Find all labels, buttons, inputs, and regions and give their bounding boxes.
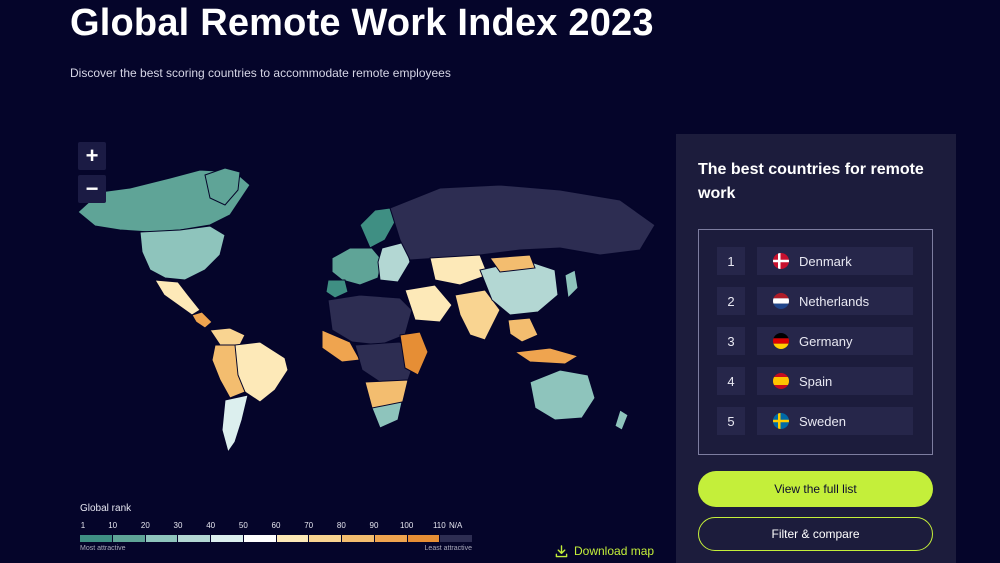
flag-sweden-icon xyxy=(773,413,789,429)
legend-swatch xyxy=(276,535,309,542)
legend-swatch xyxy=(309,535,341,542)
legend-tick: 80 xyxy=(336,521,346,530)
flag-spain-icon xyxy=(773,373,789,389)
legend-swatch xyxy=(178,535,210,542)
download-icon xyxy=(555,544,568,557)
legend-swatch xyxy=(80,535,112,542)
rank-country: Spain xyxy=(757,367,913,395)
map-region-peru-bolivia[interactable] xyxy=(211,344,246,399)
legend-swatch xyxy=(112,535,145,542)
country-name: Germany xyxy=(799,333,853,349)
ranking-row-germany[interactable]: 3 Germany xyxy=(717,327,915,355)
legend-tick: 100 xyxy=(399,521,414,530)
zoom-out-button[interactable]: − xyxy=(78,175,106,203)
page-title: Global Remote Work Index 2023 xyxy=(70,2,654,44)
map-region-greenland[interactable] xyxy=(204,167,241,206)
ranking-row-spain[interactable]: 4 Spain xyxy=(717,367,915,395)
legend-least-attractive: Least attractive xyxy=(424,545,472,552)
legend-tick: 50 xyxy=(238,521,248,530)
rank-country: Sweden xyxy=(757,407,913,435)
country-name: Sweden xyxy=(799,413,846,429)
country-name: Denmark xyxy=(799,253,852,269)
legend-tick: 90 xyxy=(369,521,379,530)
legend-swatch xyxy=(440,535,472,542)
rank-number: 3 xyxy=(717,327,745,355)
filter-compare-button[interactable]: Filter & compare xyxy=(698,517,933,551)
map-region-central-america[interactable] xyxy=(191,311,213,329)
legend-tick: 60 xyxy=(271,521,281,530)
flag-germany-icon xyxy=(773,333,789,349)
ranking-row-netherlands[interactable]: 2 Netherlands xyxy=(717,287,915,315)
rank-country: Germany xyxy=(757,327,913,355)
legend-tick: 40 xyxy=(206,521,216,530)
legend-most-attractive: Most attractive xyxy=(80,545,126,552)
legend-tick: 20 xyxy=(140,521,150,530)
rank-number: 4 xyxy=(717,367,745,395)
rank-number: 5 xyxy=(717,407,745,435)
map-region-mongolia[interactable] xyxy=(489,254,536,273)
legend-ends: Most attractive Least attractive xyxy=(80,545,480,555)
legend-tick: 70 xyxy=(304,521,314,530)
world-map[interactable] xyxy=(60,130,660,460)
legend-tick: 30 xyxy=(173,521,183,530)
legend-swatch xyxy=(407,535,440,542)
map-region-iberia[interactable] xyxy=(325,279,349,299)
map-region-east-africa[interactable] xyxy=(399,331,429,376)
country-name: Netherlands xyxy=(799,293,870,309)
map-region-argentina[interactable] xyxy=(221,394,249,454)
download-map-label: Download map xyxy=(574,544,655,558)
map-region-usa[interactable] xyxy=(139,225,226,281)
map-region-venezuela[interactable] xyxy=(209,327,246,346)
map-region-southeast-asia[interactable] xyxy=(507,317,539,343)
map-region-central-asia[interactable] xyxy=(429,254,489,286)
legend-swatch xyxy=(243,535,276,542)
country-name: Spain xyxy=(799,373,833,389)
map-region-west-africa[interactable] xyxy=(321,329,361,363)
flag-netherlands-icon xyxy=(773,293,789,309)
rank-number: 2 xyxy=(717,287,745,315)
legend-tick: 1 xyxy=(80,521,86,530)
map-region-scandinavia[interactable] xyxy=(359,207,396,249)
rank-country: Netherlands xyxy=(757,287,913,315)
map-region-western-europe[interactable] xyxy=(331,247,383,286)
map-region-south-africa[interactable] xyxy=(371,401,403,429)
legend-swatch xyxy=(342,535,374,542)
flag-denmark-icon xyxy=(773,253,789,269)
map-region-russia[interactable] xyxy=(389,184,656,261)
map-region-mexico[interactable] xyxy=(154,279,201,316)
map-region-indonesia[interactable] xyxy=(513,347,580,365)
panel-title: The best countries for remote work xyxy=(698,161,924,202)
map-region-australia[interactable] xyxy=(529,369,596,421)
view-full-list-button[interactable]: View the full list xyxy=(698,471,933,507)
map-legend: Global rank 1 10 20 30 40 50 60 70 80 90 100 110 N/A… xyxy=(80,503,480,555)
ranking-row-denmark[interactable]: 1 Denmark xyxy=(717,247,915,275)
map-region-middle-east[interactable] xyxy=(404,284,453,323)
map-region-japan[interactable] xyxy=(564,269,579,300)
rank-country: Denmark xyxy=(757,247,913,275)
legend-tick: N/A xyxy=(448,521,463,530)
legend-ticks: 1 10 20 30 40 50 60 70 80 90 100 110 N/A xyxy=(80,521,480,533)
page-subtitle: Discover the best scoring countries to a… xyxy=(70,66,451,80)
legend-tick: 110 xyxy=(432,521,446,530)
best-countries-panel: The best countries for remote work 1 Denm… xyxy=(676,134,956,563)
legend-swatch xyxy=(211,535,243,542)
rankings-list: 1 Denmark 2 Netherlands 3 Germany 4 Spain 5 Swede… xyxy=(698,229,933,455)
world-map-graphic[interactable] xyxy=(60,130,660,460)
download-map-link[interactable]: Download map xyxy=(555,544,654,558)
map-region-india[interactable] xyxy=(454,289,501,341)
legend-color-scale xyxy=(80,535,472,542)
rank-number: 1 xyxy=(717,247,745,275)
legend-tick: 10 xyxy=(108,521,118,530)
legend-swatch xyxy=(374,535,407,542)
zoom-in-button[interactable]: + xyxy=(78,142,106,170)
map-region-new-zealand[interactable] xyxy=(614,409,629,431)
ranking-row-sweden[interactable]: 5 Sweden xyxy=(717,407,915,435)
legend-title: Global rank xyxy=(80,503,132,514)
legend-swatch xyxy=(145,535,178,542)
